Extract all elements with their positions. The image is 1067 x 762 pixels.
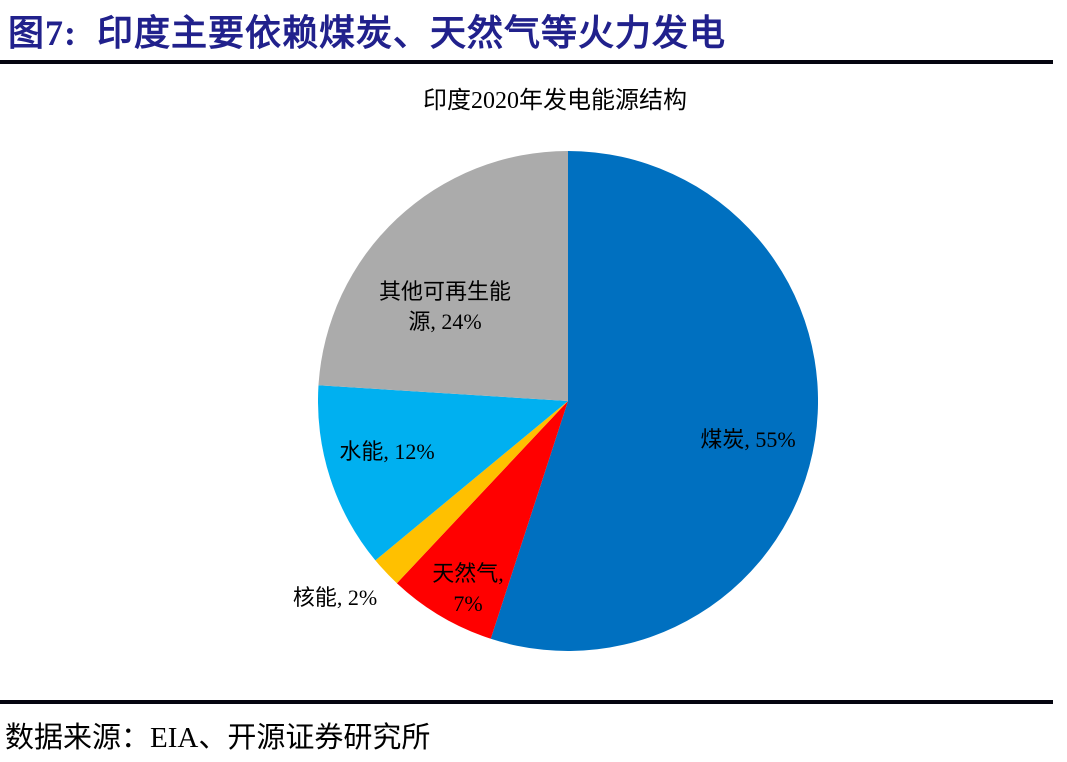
source-divider-line bbox=[0, 700, 1053, 704]
pie-slice-coal bbox=[490, 151, 818, 651]
figure-title: 图7: 印度主要依赖煤炭、天然气等火力发电 bbox=[8, 13, 726, 53]
slice-label-coal: 煤炭, 55% bbox=[700, 425, 795, 455]
pie-slice-nuclear bbox=[375, 401, 568, 584]
data-source-text: 数据来源：EIA、开源证券研究所 bbox=[5, 722, 431, 754]
pie-slice-natural-gas bbox=[396, 401, 568, 639]
slice-label-line: 煤炭, 55% bbox=[700, 427, 796, 452]
pie-chart bbox=[318, 151, 818, 651]
slice-label-line: 其他可再生能 bbox=[378, 279, 512, 304]
slice-label-line: 水能, 12% bbox=[339, 439, 435, 464]
slice-label-line: 核能, 2% bbox=[292, 585, 378, 610]
slice-label-line: 天然气, bbox=[432, 561, 504, 586]
slice-label-other-renewables: 其他可再生能 源, 24% bbox=[379, 277, 511, 337]
title-divider-line bbox=[0, 60, 1053, 64]
slice-label-line: 7% bbox=[453, 591, 483, 616]
slice-label-nuclear: 核能, 2% bbox=[293, 583, 377, 613]
chart-title: 印度2020年发电能源结构 bbox=[423, 88, 687, 114]
pie-slice-other-renewables bbox=[318, 151, 568, 401]
pie-slice-hydro bbox=[318, 385, 568, 561]
slice-label-hydro: 水能, 12% bbox=[339, 437, 434, 467]
slice-label-line: 源, 24% bbox=[408, 309, 482, 334]
slice-label-natural-gas: 天然气, 7% bbox=[432, 559, 504, 619]
